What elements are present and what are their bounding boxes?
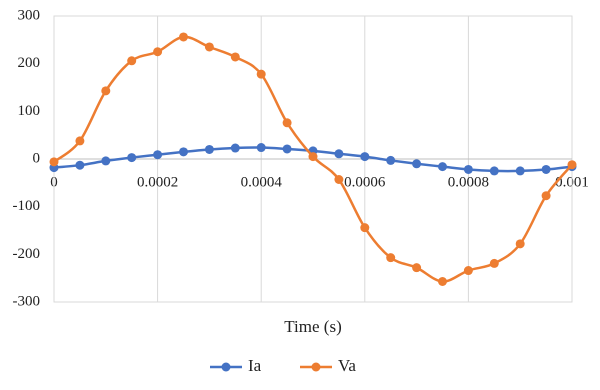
data-point — [101, 86, 111, 96]
y-tick-label: 0 — [33, 150, 41, 166]
data-point — [49, 157, 59, 167]
data-point — [127, 153, 137, 163]
data-point — [541, 164, 551, 174]
y-tick-label: 100 — [18, 103, 41, 119]
y-tick-label: 300 — [18, 7, 41, 23]
x-tick-label: 0.0004 — [241, 174, 283, 190]
data-point — [153, 47, 163, 57]
x-tick-label: 0.0008 — [448, 174, 489, 190]
legend-label: Va — [338, 356, 356, 375]
x-tick-label: 0.0002 — [137, 174, 178, 190]
data-point — [256, 69, 266, 79]
data-point — [412, 263, 422, 273]
data-point — [515, 239, 525, 249]
data-point — [282, 144, 292, 154]
legend-marker — [221, 362, 231, 372]
data-point — [282, 118, 292, 128]
data-point — [179, 32, 188, 42]
legend-marker — [311, 362, 321, 372]
data-point — [386, 155, 396, 165]
data-point — [230, 143, 240, 153]
data-point — [515, 166, 525, 176]
data-point — [204, 42, 214, 52]
data-point — [127, 56, 137, 66]
data-point — [360, 223, 370, 233]
data-point — [230, 52, 240, 62]
data-point — [204, 144, 214, 154]
data-point — [75, 136, 85, 146]
x-axis-title: Time (s) — [284, 317, 341, 336]
y-tick-label: -200 — [13, 246, 41, 262]
y-tick-label: 200 — [18, 55, 41, 71]
data-point — [360, 152, 370, 162]
data-point — [438, 277, 447, 287]
data-point — [334, 149, 344, 159]
data-point — [101, 156, 111, 166]
legend-label: Ia — [248, 356, 262, 375]
x-tick-label: 0.0006 — [344, 174, 386, 190]
data-point — [489, 258, 499, 268]
data-point — [438, 162, 447, 172]
data-point — [463, 164, 473, 174]
data-point — [386, 253, 396, 263]
data-point — [541, 191, 551, 201]
data-point — [334, 174, 344, 184]
y-tick-label: -300 — [13, 293, 41, 309]
data-point — [153, 150, 163, 160]
data-point — [463, 266, 473, 276]
data-point — [75, 160, 85, 170]
y-tick-label: -100 — [13, 198, 41, 214]
data-point — [256, 143, 266, 153]
data-point — [412, 159, 422, 169]
data-point — [567, 160, 577, 170]
data-point — [308, 152, 318, 162]
data-point — [179, 147, 188, 157]
data-point — [489, 166, 499, 176]
